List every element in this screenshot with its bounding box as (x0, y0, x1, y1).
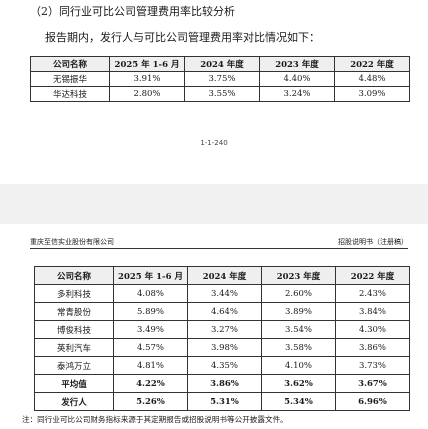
header-cell: 2025 年 1-6 月 (113, 266, 188, 285)
document-page-bottom: 重庆至信实业股份有限公司 招股说明书（注册稿） 公司名称 2025 年 1-6 … (0, 224, 428, 429)
value-cell: 4.35% (187, 356, 262, 375)
issuer-value-cell: 5.34% (261, 392, 336, 411)
average-value-cell: 3.62% (261, 374, 336, 393)
issuer-row: 发行人 5.26% 5.31% 5.34% 6.96% (34, 392, 410, 411)
average-row: 平均值 4.22% 3.86% 3.62% 3.67% (34, 374, 410, 393)
value-cell: 3.24% (259, 86, 335, 102)
value-cell: 2.43% (335, 284, 410, 303)
table-row: 英利汽车 4.57% 3.98% 3.58% 3.86% (34, 338, 410, 357)
header-cell: 2025 年 1-6 月 (109, 56, 185, 72)
value-cell: 3.49% (113, 320, 188, 339)
table-row: 常青股份 5.89% 4.64% 3.89% 3.84% (34, 302, 410, 321)
value-cell: 3.91% (109, 71, 185, 87)
value-cell: 3.86% (335, 338, 410, 357)
page-number: 1-1-240 (200, 139, 228, 147)
table-row: 华达科技 2.80% 3.55% 3.24% 3.09% (30, 86, 410, 102)
value-cell: 3.73% (335, 356, 410, 375)
value-cell: 3.44% (187, 284, 262, 303)
header-cell: 2023 年度 (259, 56, 335, 72)
table-row: 博俊科技 3.49% 3.27% 3.54% 4.30% (34, 320, 410, 339)
value-cell: 3.75% (184, 71, 260, 87)
value-cell: 4.08% (113, 284, 188, 303)
table-header-row: 公司名称 2025 年 1-6 月 2024 年度 2023 年度 2022 年… (34, 266, 410, 285)
value-cell: 3.54% (261, 320, 336, 339)
table-header-row: 公司名称 2025 年 1-6 月 2024 年度 2023 年度 2022 年… (30, 56, 410, 72)
value-cell: 5.89% (113, 302, 188, 321)
issuer-value-cell: 5.26% (113, 392, 188, 411)
company-name-cell: 华达科技 (30, 86, 110, 102)
header-cell: 2023 年度 (261, 266, 336, 285)
intro-paragraph: 报告期内，发行人与可比公司管理费用率对比情况如下： (45, 31, 320, 44)
value-cell: 3.09% (334, 86, 410, 102)
header-company-name: 重庆至信实业股份有限公司 (30, 238, 114, 246)
header-cell: 公司名称 (34, 266, 114, 285)
value-cell: 4.30% (335, 320, 410, 339)
company-name-cell: 英利汽车 (34, 338, 114, 357)
header-cell: 2024 年度 (184, 56, 260, 72)
average-value-cell: 3.67% (335, 374, 410, 393)
running-header: 重庆至信实业股份有限公司 招股说明书（注册稿） (30, 237, 408, 249)
company-name-cell: 常青股份 (34, 302, 114, 321)
company-name-cell: 泰鸿万立 (34, 356, 114, 375)
average-value-cell: 3.86% (187, 374, 262, 393)
header-cell: 公司名称 (30, 56, 110, 72)
value-cell: 3.27% (187, 320, 262, 339)
header-cell: 2022 年度 (334, 56, 410, 72)
value-cell: 3.58% (261, 338, 336, 357)
header-document-title: 招股说明书（注册稿） (338, 238, 408, 246)
value-cell: 3.84% (335, 302, 410, 321)
issuer-value-cell: 6.96% (335, 392, 410, 411)
value-cell: 4.48% (334, 71, 410, 87)
company-name-cell: 博俊科技 (34, 320, 114, 339)
section-heading: （2）同行业可比公司管理费用率比较分析 (30, 5, 235, 18)
value-cell: 3.55% (184, 86, 260, 102)
value-cell: 2.60% (261, 284, 336, 303)
value-cell: 4.81% (113, 356, 188, 375)
value-cell: 4.57% (113, 338, 188, 357)
value-cell: 4.10% (261, 356, 336, 375)
value-cell: 4.64% (187, 302, 262, 321)
comparison-table-bottom: 公司名称 2025 年 1-6 月 2024 年度 2023 年度 2022 年… (34, 266, 410, 411)
document-page-top: （2）同行业可比公司管理费用率比较分析 报告期内，发行人与可比公司管理费用率对比… (0, 0, 428, 184)
company-name-cell: 无锡振华 (30, 71, 110, 87)
issuer-label-cell: 发行人 (34, 392, 114, 411)
table-row: 无锡振华 3.91% 3.75% 4.40% 4.48% (30, 71, 410, 87)
company-name-cell: 多利科技 (34, 284, 114, 303)
value-cell: 4.40% (259, 71, 335, 87)
average-label-cell: 平均值 (34, 374, 114, 393)
header-cell: 2024 年度 (187, 266, 262, 285)
value-cell: 3.98% (187, 338, 262, 357)
footnote: 注：同行业可比公司财务指标来源于其定期报告或招股说明书等公开披露文件。 (22, 415, 288, 424)
issuer-value-cell: 5.31% (187, 392, 262, 411)
value-cell: 2.80% (109, 86, 185, 102)
average-value-cell: 4.22% (113, 374, 188, 393)
value-cell: 3.89% (261, 302, 336, 321)
comparison-table-top: 公司名称 2025 年 1-6 月 2024 年度 2023 年度 2022 年… (30, 56, 410, 102)
table-row: 多利科技 4.08% 3.44% 2.60% 2.43% (34, 284, 410, 303)
table-row: 泰鸿万立 4.81% 4.35% 4.10% 3.73% (34, 356, 410, 375)
page-gap (0, 184, 428, 224)
header-cell: 2022 年度 (335, 266, 410, 285)
